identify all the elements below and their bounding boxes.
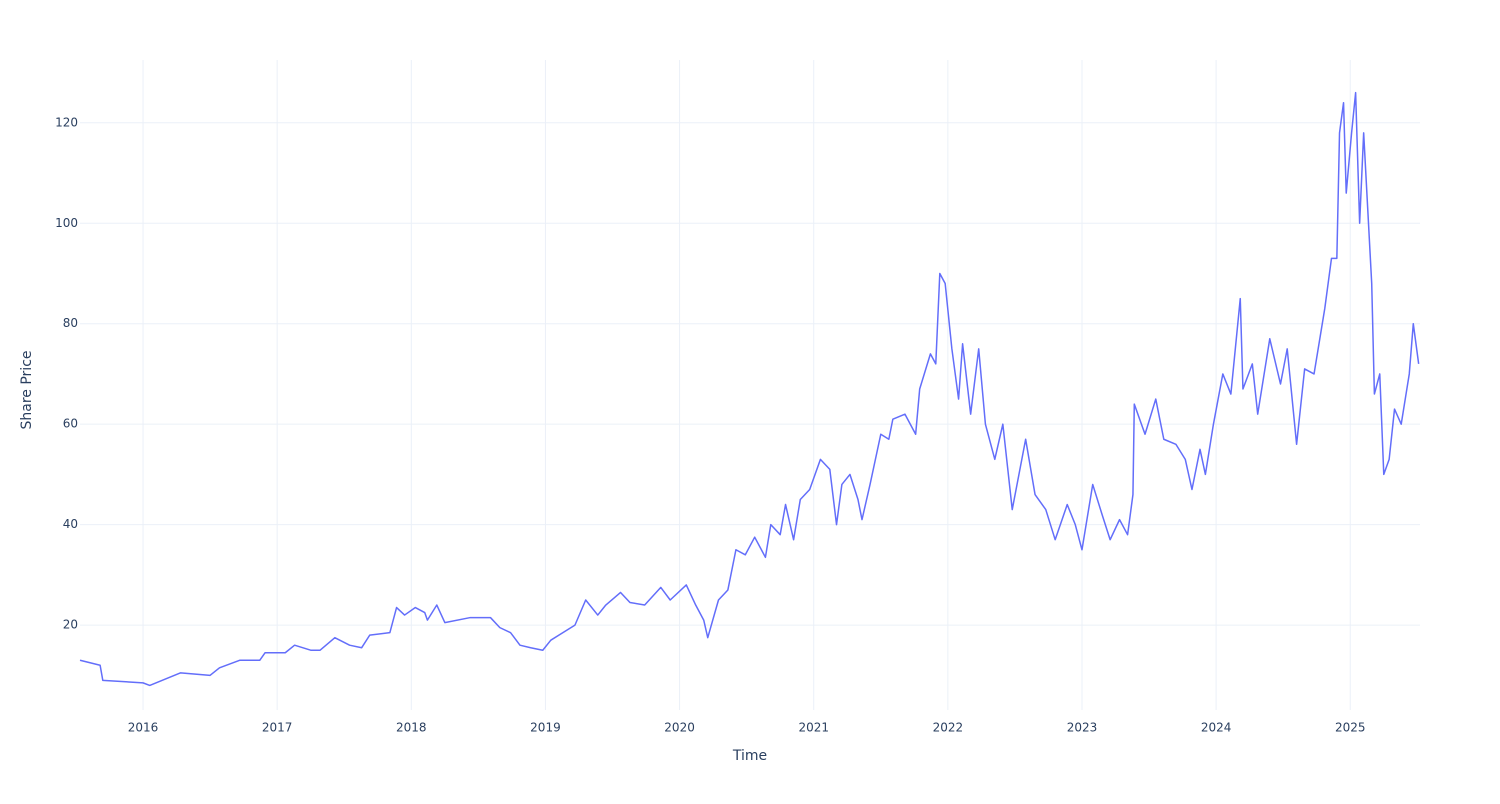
x-tick-label: 2022: [933, 721, 964, 735]
y-tick-label: 40: [63, 517, 78, 531]
y-tick-label: 100: [55, 216, 78, 230]
y-tick-label: 120: [55, 115, 78, 129]
y-tick-label: 60: [63, 417, 78, 431]
x-tick-label: 2016: [128, 721, 159, 735]
x-tick-label: 2025: [1335, 721, 1366, 735]
price-line: [79, 91, 1420, 687]
x-tick-label: 2024: [1201, 721, 1232, 735]
y-axis-title: Share Price: [19, 350, 35, 429]
x-tick-label: 2018: [396, 721, 427, 735]
y-tick-label: 20: [63, 618, 78, 632]
x-tick-label: 2020: [664, 721, 695, 735]
x-tick-label: 2021: [798, 721, 829, 735]
x-tick-label: 2019: [530, 721, 561, 735]
x-tick-label: 2023: [1067, 721, 1098, 735]
y-tick-label: 80: [63, 316, 78, 330]
x-axis-title: Time: [732, 748, 767, 764]
x-tick-label: 2017: [262, 721, 293, 735]
